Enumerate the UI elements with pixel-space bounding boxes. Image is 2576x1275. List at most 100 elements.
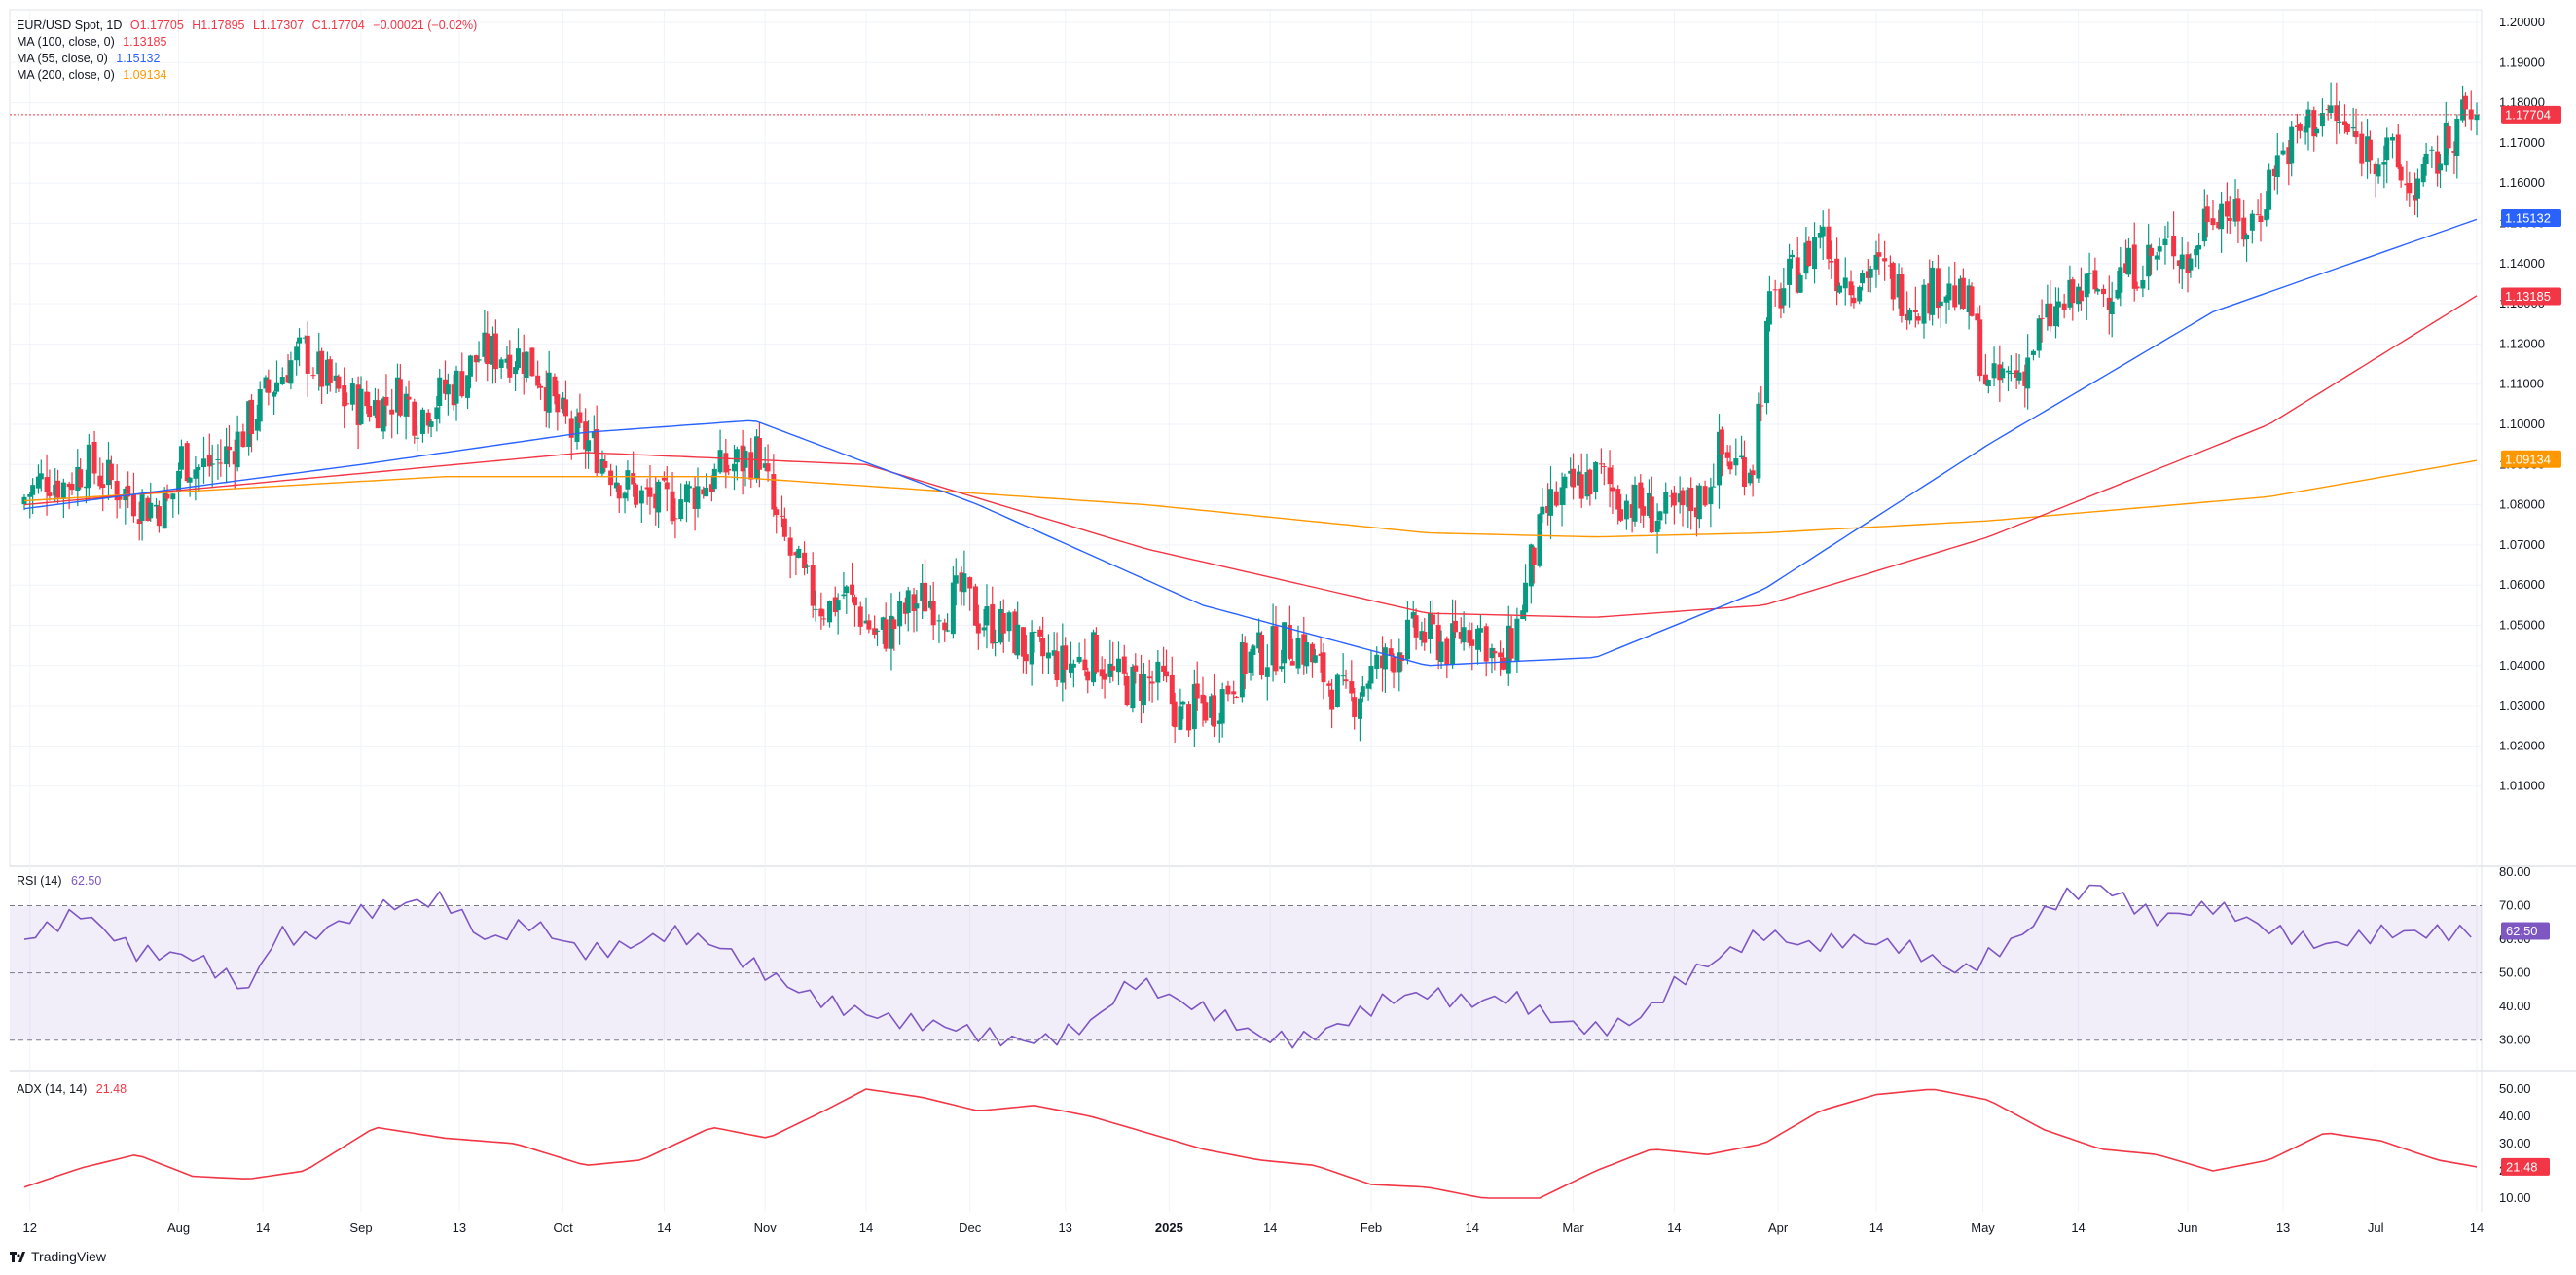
candle-up[interactable]	[148, 502, 154, 519]
candle-down[interactable]	[1952, 285, 1958, 308]
candle-up[interactable]	[2319, 113, 2325, 127]
candle-down[interactable]	[1927, 283, 1933, 314]
candle-down[interactable]	[1321, 652, 1326, 683]
candle-up[interactable]	[2429, 149, 2435, 151]
candle-down[interactable]	[1318, 653, 1324, 657]
candle-up[interactable]	[1295, 638, 1301, 669]
candle-down[interactable]	[2359, 133, 2365, 164]
candle-up[interactable]	[1943, 296, 1949, 303]
candle-down[interactable]	[911, 594, 917, 612]
candle-up[interactable]	[454, 370, 459, 404]
candle-up[interactable]	[2365, 136, 2371, 162]
candle-down[interactable]	[345, 403, 350, 405]
candle-up[interactable]	[178, 446, 184, 470]
candle-up[interactable]	[1282, 622, 1288, 664]
candle-up[interactable]	[981, 627, 987, 631]
candle-up[interactable]	[35, 476, 41, 489]
candle-down[interactable]	[136, 519, 142, 525]
candle-down[interactable]	[2297, 124, 2303, 131]
candle-down[interactable]	[1693, 507, 1699, 518]
candle-up[interactable]	[1717, 431, 1723, 486]
candle-up[interactable]	[1155, 661, 1161, 683]
candle-up[interactable]	[524, 351, 529, 379]
candle-up[interactable]	[2460, 99, 2466, 121]
candle-down[interactable]	[305, 335, 310, 374]
candle-down[interactable]	[891, 619, 897, 629]
candle-up[interactable]	[613, 482, 619, 489]
candle-down[interactable]	[1649, 496, 1654, 533]
candle-down[interactable]	[1806, 240, 1812, 266]
candle-down[interactable]	[2061, 303, 2067, 310]
candle-up[interactable]	[1820, 226, 1826, 237]
candle-down[interactable]	[552, 376, 558, 397]
candle-up[interactable]	[419, 409, 425, 435]
candle-up[interactable]	[1475, 628, 1481, 650]
candle-up[interactable]	[246, 401, 252, 448]
candle-down[interactable]	[664, 482, 670, 490]
candle-up[interactable]	[1248, 651, 1253, 673]
candle-down[interactable]	[1759, 405, 1764, 407]
candle-up[interactable]	[875, 630, 881, 632]
candle-up[interactable]	[1966, 285, 1972, 313]
candle-up[interactable]	[1270, 626, 1276, 666]
candle-up[interactable]	[1006, 612, 1012, 632]
candle-up[interactable]	[372, 400, 378, 416]
candle-up[interactable]	[880, 617, 886, 630]
candle-up[interactable]	[1209, 696, 1215, 718]
candle-down[interactable]	[397, 379, 403, 416]
candle-up[interactable]	[2314, 128, 2320, 134]
candle-up[interactable]	[2376, 164, 2381, 177]
candle-up[interactable]	[209, 463, 215, 465]
candle-up[interactable]	[513, 367, 519, 375]
candle-down[interactable]	[114, 481, 120, 501]
candle-down[interactable]	[818, 608, 824, 617]
candle-down[interactable]	[412, 401, 417, 436]
candle-up[interactable]	[1239, 641, 1245, 698]
candle-down[interactable]	[327, 359, 333, 382]
candle-down[interactable]	[1452, 620, 1458, 633]
candle-down[interactable]	[1702, 486, 1708, 506]
candle-up[interactable]	[1410, 612, 1416, 619]
candle-up[interactable]	[162, 491, 167, 529]
candle-down[interactable]	[1610, 487, 1615, 492]
candle-up[interactable]	[2140, 280, 2146, 289]
candle-up[interactable]	[827, 601, 833, 623]
candle-up[interactable]	[1733, 458, 1739, 466]
candle-up[interactable]	[2337, 121, 2342, 124]
candle-up[interactable]	[2125, 247, 2131, 275]
candle-down[interactable]	[1054, 651, 1060, 681]
candle-up[interactable]	[215, 458, 221, 460]
candle-down[interactable]	[1899, 274, 1905, 316]
candle-down[interactable]	[310, 375, 316, 377]
candle-up[interactable]	[467, 355, 473, 377]
candle-down[interactable]	[602, 461, 608, 468]
candle-down[interactable]	[2014, 370, 2019, 378]
candle-down[interactable]	[383, 397, 389, 406]
candle-down[interactable]	[756, 438, 762, 470]
candle-up[interactable]	[754, 436, 760, 480]
ma100-line[interactable]	[23, 295, 2478, 618]
candle-up[interactable]	[445, 384, 451, 395]
candle-up[interactable]	[1548, 489, 1554, 516]
candle-down[interactable]	[1492, 651, 1498, 654]
candle-down[interactable]	[1741, 457, 1747, 487]
candle-up[interactable]	[686, 486, 692, 489]
candle-down[interactable]	[364, 391, 370, 407]
candle-up[interactable]	[2219, 203, 2225, 230]
candle-up[interactable]	[403, 393, 409, 417]
candle-down[interactable]	[1668, 495, 1674, 497]
candle-down[interactable]	[821, 618, 827, 620]
candle-up[interactable]	[1781, 288, 1787, 306]
candle-up[interactable]	[1115, 658, 1121, 673]
candle-up[interactable]	[695, 486, 701, 509]
candle-up[interactable]	[415, 437, 420, 439]
candle-down[interactable]	[240, 431, 246, 448]
candle-up[interactable]	[1216, 720, 1222, 724]
candle-up[interactable]	[1930, 267, 1936, 315]
candle-down[interactable]	[748, 452, 754, 480]
candle-up[interactable]	[2118, 267, 2123, 293]
candle-down[interactable]	[1194, 683, 1200, 699]
candle-up[interactable]	[1045, 652, 1051, 659]
candle-up[interactable]	[678, 499, 684, 520]
candle-up[interactable]	[30, 485, 36, 495]
